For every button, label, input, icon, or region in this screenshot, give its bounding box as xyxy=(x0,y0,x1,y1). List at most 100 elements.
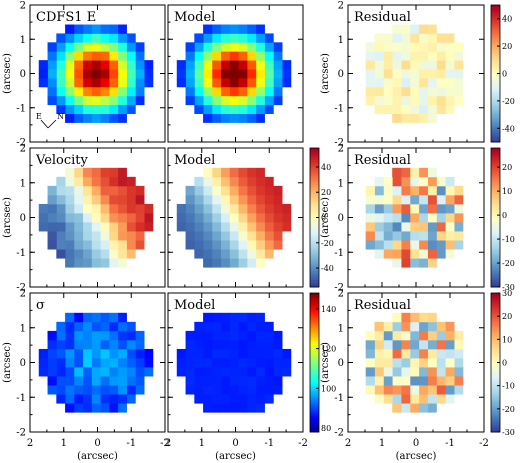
map-pixel xyxy=(365,95,375,106)
map-pixel xyxy=(100,185,110,196)
map-pixel xyxy=(401,33,411,43)
map-pixel xyxy=(427,113,437,123)
colorbar-segment xyxy=(491,34,500,38)
map-pixel xyxy=(56,330,66,341)
map-pixel xyxy=(365,330,375,341)
y-axis-label: (arcsec) xyxy=(320,53,331,94)
map-pixel xyxy=(409,231,420,241)
map-pixel xyxy=(108,249,119,259)
map-pixel xyxy=(108,339,119,350)
map-pixel xyxy=(65,185,75,196)
colorbar-segment xyxy=(310,299,319,303)
map-pixel xyxy=(126,60,136,70)
colorbar-segment xyxy=(310,280,319,283)
map-pixel xyxy=(392,240,402,250)
map-pixel xyxy=(264,367,274,377)
map-pixel xyxy=(418,86,428,97)
map-pixel xyxy=(282,69,292,79)
map-pixel xyxy=(65,339,75,350)
colorbar-segment xyxy=(310,337,319,340)
colorbar-segment xyxy=(310,364,319,368)
map-pixel xyxy=(82,69,92,79)
map-pixel xyxy=(73,42,84,52)
map-pixel xyxy=(144,212,154,223)
colorbar-segment xyxy=(310,360,319,363)
colorbar-segment xyxy=(491,318,500,322)
map-pixel xyxy=(436,339,446,350)
map-pixel xyxy=(392,312,402,323)
map-pixel xyxy=(273,231,283,241)
colorbar-segment xyxy=(491,268,500,272)
colorbar-segment xyxy=(491,116,500,120)
map-pixel xyxy=(135,330,145,341)
map-pixel xyxy=(73,167,84,178)
map-pixel xyxy=(117,231,127,241)
map-pixel xyxy=(73,357,84,368)
map-pixel xyxy=(91,403,101,413)
colorbar-segment xyxy=(491,238,500,242)
map-pixel xyxy=(454,385,464,395)
map-pixel xyxy=(392,330,402,341)
map-pixel xyxy=(401,240,411,250)
map-pixel xyxy=(194,339,204,350)
y-tick-label: 2 xyxy=(20,1,26,12)
map-pixel xyxy=(211,249,222,259)
map-pixel xyxy=(108,33,119,43)
colorbar-segment xyxy=(491,166,500,170)
map-pixel xyxy=(203,212,213,223)
map-pixel xyxy=(255,212,265,223)
map-pixel xyxy=(418,376,428,386)
map-pixel xyxy=(383,77,393,88)
y-tick-label: -1 xyxy=(334,103,344,114)
map-pixel xyxy=(73,321,84,332)
colorbar-segment xyxy=(310,178,319,181)
map-pixel xyxy=(126,231,136,241)
map-pixel xyxy=(108,185,119,196)
map-pixel xyxy=(82,60,92,70)
map-pixel xyxy=(91,113,101,123)
map-pixel xyxy=(246,185,257,196)
map-pixel xyxy=(185,42,195,52)
map-pixel xyxy=(117,185,127,196)
map-pixel xyxy=(220,222,230,232)
map-pixel xyxy=(418,51,428,61)
colorbar-segment xyxy=(491,189,500,193)
map-pixel xyxy=(427,376,437,386)
map-pixel xyxy=(220,113,230,123)
colorbar-segment xyxy=(491,390,500,394)
colorbar-tick-label: 40 xyxy=(321,163,331,172)
map-pixel xyxy=(401,113,411,123)
colorbar-tick-label: -10 xyxy=(502,235,515,244)
colorbar-segment xyxy=(310,275,319,279)
map-pixel xyxy=(401,231,411,241)
colorbar-segment xyxy=(310,263,319,267)
map-pixel xyxy=(454,42,464,52)
map-pixel xyxy=(211,60,222,70)
map-pixel xyxy=(392,357,402,368)
map-pixel xyxy=(100,339,110,350)
colorbar-segment xyxy=(310,362,319,366)
map-pixel xyxy=(409,95,420,106)
map-pixel xyxy=(203,222,213,232)
map-pixel xyxy=(264,194,274,205)
flux-residual-map xyxy=(365,24,464,123)
colorbar-segment xyxy=(310,295,319,299)
map-pixel xyxy=(185,95,195,106)
map-pixel xyxy=(211,24,222,34)
colorbar-segment xyxy=(310,208,319,212)
map-pixel xyxy=(56,394,66,404)
map-pixel xyxy=(220,321,230,332)
colorbar-segment xyxy=(491,182,500,186)
map-pixel xyxy=(427,104,437,114)
map-pixel xyxy=(220,51,230,61)
colorbar-segment xyxy=(310,316,319,319)
map-pixel xyxy=(65,222,75,232)
colorbar-frame xyxy=(490,147,501,288)
map-pixel xyxy=(401,104,411,114)
map-pixel xyxy=(229,33,239,43)
map-pixel xyxy=(238,203,248,214)
map-pixel xyxy=(91,357,101,368)
map-pixel xyxy=(445,77,455,88)
colorbar-segment xyxy=(310,367,319,370)
map-pixel xyxy=(374,231,384,241)
